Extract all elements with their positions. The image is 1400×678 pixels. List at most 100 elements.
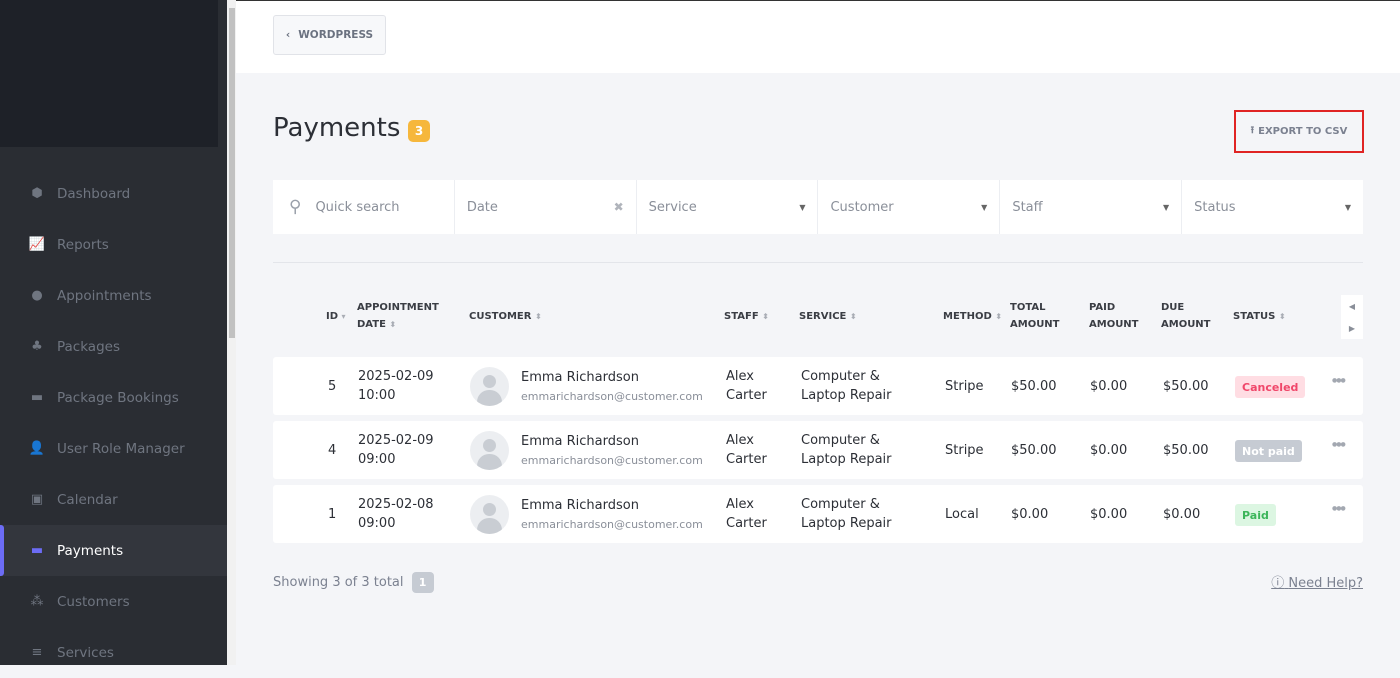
payment-id: 4 xyxy=(328,443,337,458)
sidebar-item-reports[interactable]: 📈 Reports xyxy=(0,219,227,270)
sidebar-item-label: Calendar xyxy=(57,491,118,508)
customer-email: emmarichardson@customer.com xyxy=(521,454,703,467)
customer-name: Emma Richardson xyxy=(521,498,639,513)
due-amount: $50.00 xyxy=(1163,379,1209,394)
total-amount: $50.00 xyxy=(1011,443,1057,458)
customer-name: Emma Richardson xyxy=(521,370,639,385)
avatar xyxy=(470,431,509,470)
sidebar-item-payments[interactable]: ▬ Payments xyxy=(0,525,227,576)
header-id[interactable]: ID ▾ xyxy=(326,311,346,322)
sidebar-item-label: Customers xyxy=(57,593,130,610)
header-due-amount: DUE AMOUNT xyxy=(1161,302,1211,330)
staff: Alex Carter xyxy=(726,369,767,403)
header-status[interactable]: STATUS ⬍ xyxy=(1233,311,1286,322)
back-to-wordpress-button[interactable]: ‹ WORDPRESS xyxy=(273,15,386,55)
divider xyxy=(273,262,1363,263)
table-row[interactable]: 4 2025-02-09 09:00 Emma Richardson emmaric… xyxy=(273,421,1363,479)
page-button[interactable]: 1 xyxy=(411,572,434,593)
sidebar-item-label: Appointments xyxy=(57,287,152,304)
sidebar-item-appointments[interactable]: ● Appointments xyxy=(0,270,227,321)
user-plus-icon: 👤 xyxy=(28,441,46,456)
staff-filter[interactable]: Staff ▼ xyxy=(1000,180,1183,234)
customer-name: Emma Richardson xyxy=(521,434,639,449)
sidebar-item-calendar[interactable]: ▣ Calendar xyxy=(0,474,227,525)
status-badge: Not paid xyxy=(1235,440,1302,462)
appointment-date: 2025-02-09 09:00 xyxy=(358,433,434,467)
service-filter[interactable]: Service ▼ xyxy=(637,180,819,234)
caret-down-icon: ▼ xyxy=(799,202,806,212)
sidebar-item-label: User Role Manager xyxy=(57,440,185,457)
top-bar xyxy=(236,0,1400,73)
sidebar-item-customers[interactable]: ⁂ Customers xyxy=(0,576,227,627)
table-scroll-arrows[interactable]: ◀ ▶ xyxy=(1341,295,1363,339)
sidebar-item-label: Payments xyxy=(57,542,124,559)
more-actions-icon[interactable]: ●●● xyxy=(1332,377,1346,384)
need-help-link[interactable]: ⓘ Need Help? xyxy=(1271,576,1363,591)
header-appointment-date[interactable]: APPOINTMENT DATE ⬍ xyxy=(357,302,439,330)
sidebar-item-user-role-manager[interactable]: 👤 User Role Manager xyxy=(0,423,227,474)
wallet-icon: ▬ xyxy=(30,543,44,558)
avatar xyxy=(470,367,509,406)
customer-filter[interactable]: Customer ▼ xyxy=(818,180,1001,234)
method: Local xyxy=(945,507,979,522)
calendar-check-icon: ▣ xyxy=(30,492,44,507)
table-row[interactable]: 1 2025-02-08 09:00 Emma Richardson emmaric… xyxy=(273,485,1363,543)
avatar xyxy=(470,495,509,534)
caret-down-icon: ▼ xyxy=(981,202,988,212)
status-badge: Paid xyxy=(1235,504,1276,526)
scrollbar-thumb[interactable] xyxy=(229,8,235,338)
sidebar-item-label: Reports xyxy=(57,236,109,253)
paid-amount: $0.00 xyxy=(1090,379,1128,394)
scroll-left-icon[interactable]: ◀ xyxy=(1348,301,1356,311)
header-staff[interactable]: STAFF ⬍ xyxy=(724,311,769,322)
pagination-info: Showing 3 of 3 total 1 xyxy=(273,572,434,593)
customer-email: emmarichardson@customer.com xyxy=(521,518,703,531)
clock-icon: ● xyxy=(31,288,43,303)
users-icon: ⁂ xyxy=(30,594,44,609)
sidebar-item-package-bookings[interactable]: ▬ Package Bookings xyxy=(0,372,227,423)
more-actions-icon[interactable]: ●●● xyxy=(1332,505,1346,512)
due-amount: $50.00 xyxy=(1163,443,1209,458)
clear-icon[interactable]: ✖ xyxy=(613,200,624,214)
total-amount: $0.00 xyxy=(1011,507,1049,522)
method: Stripe xyxy=(945,443,984,458)
date-filter[interactable]: Date ✖ xyxy=(455,180,637,234)
method: Stripe xyxy=(945,379,984,394)
scroll-right-icon[interactable]: ▶ xyxy=(1348,323,1356,333)
service: Computer & Laptop Repair xyxy=(801,433,892,467)
search-icon: ⚲ xyxy=(289,197,302,217)
staff: Alex Carter xyxy=(726,433,767,467)
sidebar-item-packages[interactable]: ♣ Packages xyxy=(0,321,227,372)
customer-cell: Emma Richardson emmarichardson@customer.c… xyxy=(521,368,703,406)
header-paid-amount: PAID AMOUNT xyxy=(1089,302,1139,330)
due-amount: $0.00 xyxy=(1163,507,1201,522)
header-customer[interactable]: CUSTOMER ⬍ xyxy=(469,311,542,322)
customer-email: emmarichardson@customer.com xyxy=(521,390,703,403)
payment-id: 1 xyxy=(328,507,337,522)
sidebar-item-label: Services xyxy=(57,644,114,661)
caret-down-icon: ▼ xyxy=(1344,202,1351,212)
header-service[interactable]: SERVICE ⬍ xyxy=(799,311,857,322)
paid-amount: $0.00 xyxy=(1090,443,1128,458)
sidebar-item-dashboard[interactable]: ⬢ Dashboard xyxy=(0,168,227,219)
sidebar-item-services[interactable]: ≡ Services xyxy=(0,627,227,678)
header-method[interactable]: METHOD ⬍ xyxy=(943,311,1002,322)
service: Computer & Laptop Repair xyxy=(801,497,892,531)
sidebar-item-label: Dashboard xyxy=(57,185,131,202)
sidebar: ⬢ Dashboard 📈 Reports ● Appointments ♣ Packages… xyxy=(0,0,227,665)
appointment-date: 2025-02-09 10:00 xyxy=(358,369,434,403)
service: Computer & Laptop Repair xyxy=(801,369,892,403)
sidebar-item-label: Package Bookings xyxy=(57,389,179,406)
customer-cell: Emma Richardson emmarichardson@customer.c… xyxy=(521,432,703,470)
caret-down-icon: ▼ xyxy=(1162,202,1170,212)
status-filter[interactable]: Status ▼ xyxy=(1194,199,1351,215)
more-actions-icon[interactable]: ●●● xyxy=(1332,441,1346,448)
upload-icon: ⭱ xyxy=(1250,125,1255,136)
chevron-left-icon: ‹ xyxy=(285,29,291,41)
table-row[interactable]: 5 2025-02-09 10:00 Emma Richardson emmaric… xyxy=(273,357,1363,415)
customer-cell: Emma Richardson emmarichardson@customer.c… xyxy=(521,496,703,534)
export-csv-button[interactable]: ⭱ EXPORT TO CSV xyxy=(1234,110,1364,153)
sidebar-item-label: Packages xyxy=(57,338,120,355)
search-input[interactable]: ⚲ Quick search xyxy=(273,180,455,234)
box-open-icon: ▬ xyxy=(30,390,44,405)
